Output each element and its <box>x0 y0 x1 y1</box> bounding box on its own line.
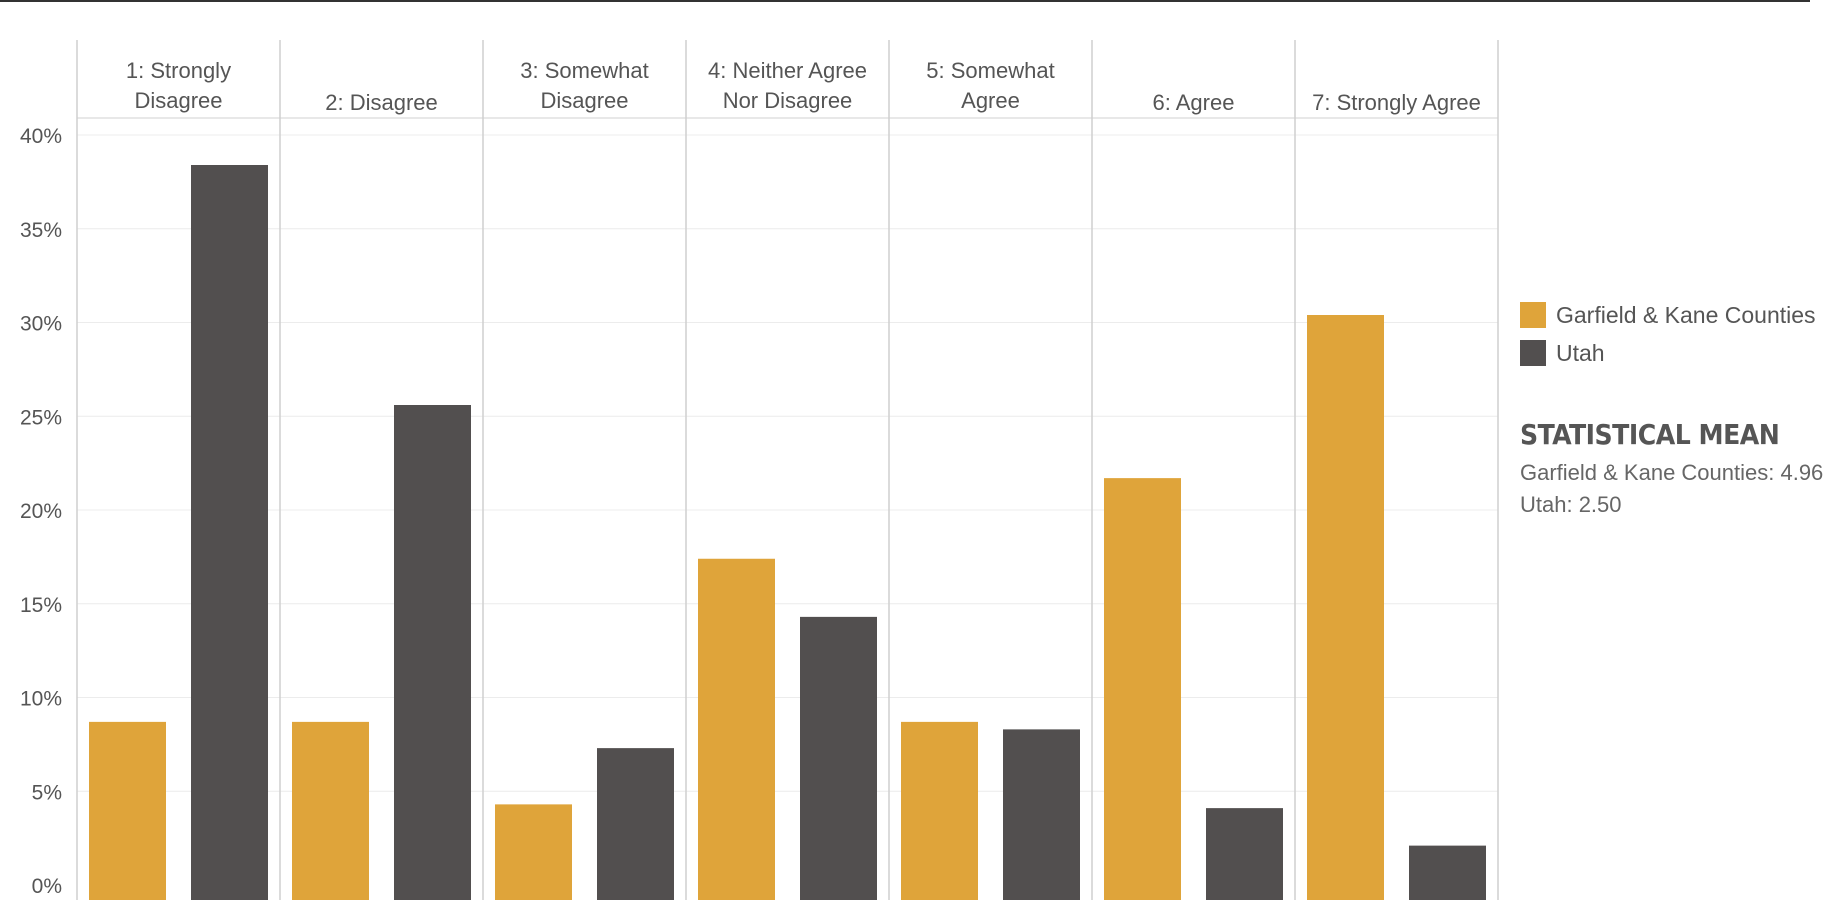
y-tick-label: 10% <box>20 688 62 711</box>
category-label: 1: Strongly <box>126 58 231 83</box>
legend-item-utah[interactable]: Utah <box>1520 334 1816 372</box>
y-tick-label: 15% <box>20 594 62 617</box>
category-panels <box>76 40 1499 900</box>
category-label: 3: Somewhat <box>520 58 648 83</box>
bar-chart: 0% 5% 10% 15% 20% 25% 30% 35% 40% 1: Strongly Dis… <box>20 40 1499 900</box>
legend-label-utah: Utah <box>1556 339 1605 366</box>
mean-utah: Utah: 2.50 <box>1520 492 1622 517</box>
top-rule <box>0 0 1810 2</box>
bar-garfield[interactable] <box>698 558 775 900</box>
bar-utah[interactable] <box>1409 845 1486 900</box>
bar-utah[interactable] <box>1003 729 1080 900</box>
bar-utah[interactable] <box>597 748 674 900</box>
category-label: Agree <box>961 88 1020 113</box>
legend-swatch-utah <box>1520 340 1546 366</box>
bars <box>89 165 1486 900</box>
y-tick-label: 40% <box>20 125 62 148</box>
bar-utah[interactable] <box>191 165 268 900</box>
y-tick-label: 20% <box>20 500 62 523</box>
legend-swatch-garfield <box>1520 302 1546 328</box>
bar-utah[interactable] <box>1206 808 1283 900</box>
legend: Garfield & Kane Counties Utah <box>1520 296 1816 372</box>
y-axis: 0% 5% 10% 15% 20% 25% 30% 35% 40% <box>20 125 62 898</box>
category-label: Disagree <box>134 88 222 113</box>
category-headers: 1: Strongly Disagree 2: Disagree 3: Somewha… <box>126 58 1481 115</box>
bar-garfield[interactable] <box>89 721 166 900</box>
bar-utah[interactable] <box>800 616 877 900</box>
category-label: Disagree <box>540 88 628 113</box>
category-label: 2: Disagree <box>325 90 438 115</box>
legend-item-garfield[interactable]: Garfield & Kane Counties <box>1520 296 1816 334</box>
category-label: 4: Neither Agree <box>708 58 867 83</box>
category-label: 5: Somewhat <box>926 58 1054 83</box>
grid-lines <box>77 134 1498 792</box>
y-tick-label: 25% <box>20 406 62 429</box>
y-tick-label: 0% <box>32 875 62 898</box>
mean-garfield: Garfield & Kane Counties: 4.96 <box>1520 460 1824 485</box>
bar-garfield[interactable] <box>495 804 572 900</box>
category-label: 6: Agree <box>1153 90 1235 115</box>
legend-label-garfield: Garfield & Kane Counties <box>1556 301 1816 328</box>
bar-garfield[interactable] <box>1104 478 1181 900</box>
y-tick-label: 35% <box>20 219 62 242</box>
category-label: 7: Strongly Agree <box>1312 90 1481 115</box>
bar-utah[interactable] <box>394 405 471 900</box>
category-label: Nor Disagree <box>723 88 853 113</box>
bar-garfield[interactable] <box>292 721 369 900</box>
statistical-mean: STATISTICAL MEAN Garfield & Kane Countie… <box>1520 418 1823 521</box>
bar-garfield[interactable] <box>1307 315 1384 900</box>
statistical-mean-title: STATISTICAL MEAN <box>1520 418 1780 451</box>
y-tick-label: 30% <box>20 313 62 336</box>
bar-garfield[interactable] <box>901 721 978 900</box>
y-tick-label: 5% <box>32 781 62 804</box>
